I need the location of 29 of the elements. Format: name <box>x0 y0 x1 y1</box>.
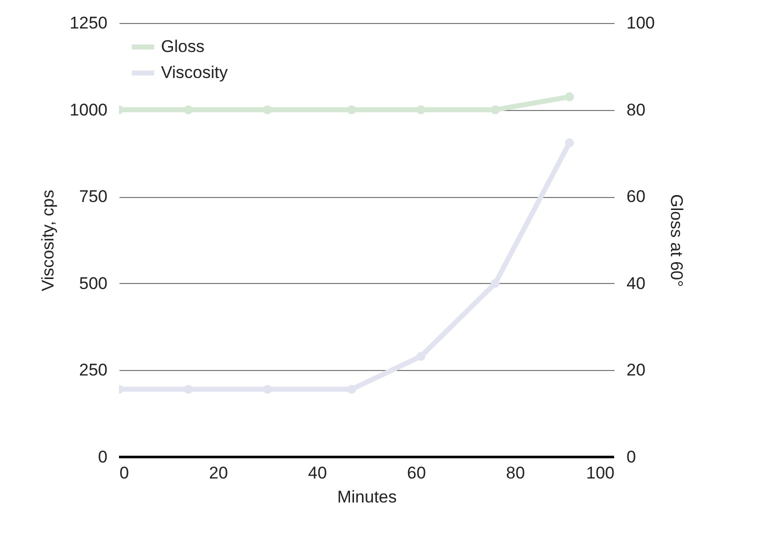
x-axis-title: Minutes <box>337 488 397 506</box>
point <box>490 278 500 288</box>
y-tick-label: 500 <box>79 274 108 293</box>
y2-tick-label: 0 <box>626 448 636 466</box>
point <box>564 138 574 148</box>
y-tick-label: 250 <box>79 360 108 380</box>
x-tick-label: 0 <box>120 464 129 482</box>
legend-label: Viscosity <box>161 63 228 82</box>
y-tick-label: 750 <box>79 187 108 206</box>
point <box>416 352 426 361</box>
y2-tick-label: 80 <box>626 100 646 120</box>
y2-axis-title: Gloss at 60° <box>666 194 686 287</box>
y2-tick-label: 20 <box>626 360 646 380</box>
point <box>263 384 272 394</box>
legend-label: Gloss <box>161 37 204 56</box>
y2-tick-label: 100 <box>626 14 655 32</box>
x-tick-label: 40 <box>308 464 327 482</box>
y-axis-title: Viscosity, cps <box>38 190 58 292</box>
y-tick-label: 1000 <box>70 100 108 120</box>
x-tick-label: 20 <box>209 464 228 482</box>
point <box>347 384 356 394</box>
y2-tick-label: 60 <box>626 187 646 206</box>
y-tick-label: 1250 <box>70 14 108 32</box>
x-tick-label: 100 <box>586 464 614 482</box>
x-tick-label: 60 <box>407 464 426 482</box>
point <box>184 384 193 394</box>
x-tick-label: 80 <box>506 464 525 482</box>
y-tick-label: 0 <box>98 448 108 466</box>
y2-tick-label: 40 <box>626 274 646 293</box>
